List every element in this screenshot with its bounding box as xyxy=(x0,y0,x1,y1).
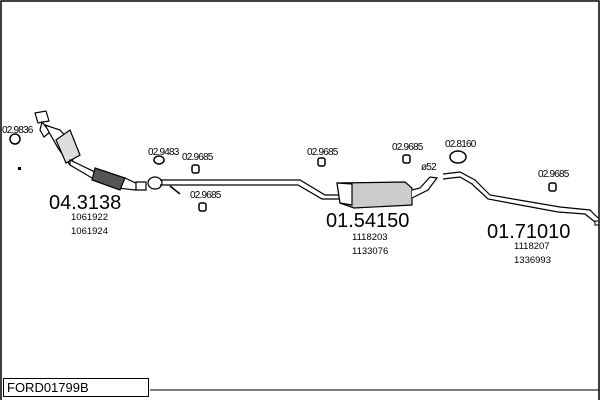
oe-reference: 1133076 xyxy=(352,246,388,257)
middle-muffler xyxy=(336,176,439,209)
fitting-label: 02.9483 xyxy=(148,147,180,158)
rubber-mount-icon xyxy=(402,154,411,164)
rear-pipe xyxy=(442,171,599,223)
part-number: 04.3138 xyxy=(49,192,121,214)
fitting-label: 02.9685 xyxy=(392,142,424,153)
fitting-label: 02.9685 xyxy=(307,147,339,158)
sensor xyxy=(169,185,181,195)
gasket-icon xyxy=(153,155,165,165)
oe-reference: 1061924 xyxy=(71,226,108,237)
oe-reference: 1336993 xyxy=(514,255,551,266)
rubber-mount-icon xyxy=(548,182,557,192)
rubber-mount-icon xyxy=(191,164,200,174)
tail-end xyxy=(594,220,600,226)
oe-reference: 1118207 xyxy=(514,241,550,252)
gasket-icon xyxy=(9,133,21,145)
rubber-mount-icon xyxy=(317,157,326,167)
marker xyxy=(18,167,21,170)
part-number: 01.54150 xyxy=(326,210,409,232)
diagram-code: FORD01799B xyxy=(3,378,149,397)
rubber-mount-icon xyxy=(198,202,207,212)
pipe-size-label: ø52 xyxy=(421,162,437,173)
clamp-icon xyxy=(449,150,467,164)
fitting-label: 02.9685 xyxy=(190,190,222,201)
part-number: 01.71010 xyxy=(487,221,570,243)
front-pipe-catalyst xyxy=(34,110,163,191)
fitting-label: 02.9685 xyxy=(538,169,570,180)
oe-reference: 1118203 xyxy=(352,232,388,243)
fitting-label: 02.8160 xyxy=(445,139,477,150)
fitting-label: 02.9685 xyxy=(182,152,214,163)
oe-reference: 1061922 xyxy=(71,212,108,223)
fitting-label: 02.9836 xyxy=(2,125,34,136)
intermediate-pipe xyxy=(160,179,340,200)
